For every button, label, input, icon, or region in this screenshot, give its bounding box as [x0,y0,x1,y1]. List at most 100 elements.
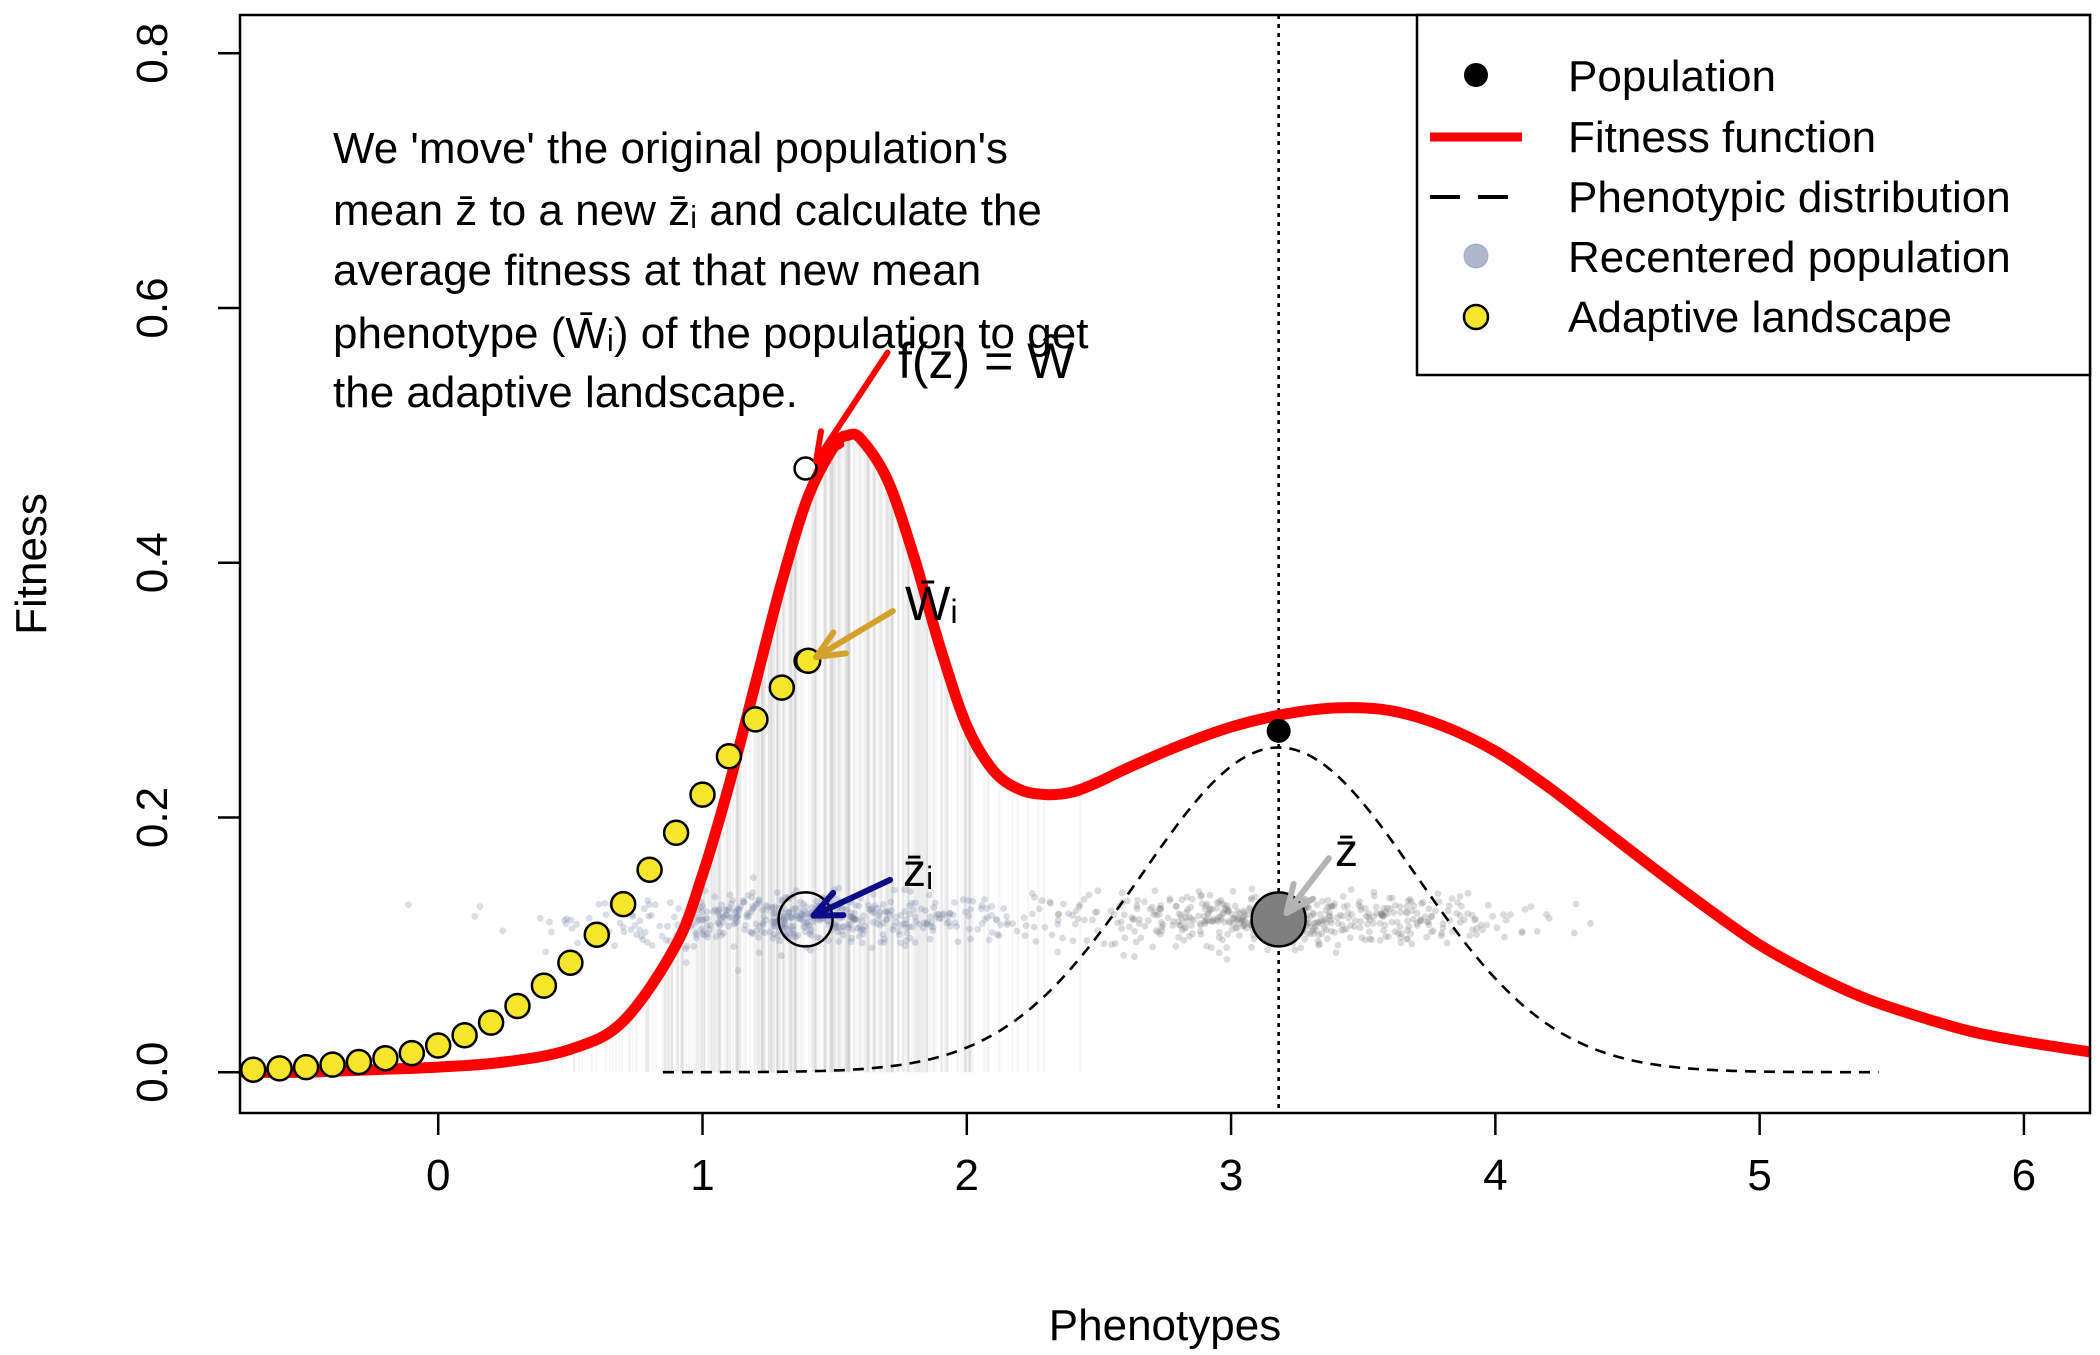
original-point [1370,892,1378,900]
recentered-point [840,923,847,931]
recentered-point [726,891,734,899]
recentered-point [808,931,815,939]
recentered-point [911,899,919,907]
original-point [1135,920,1143,927]
fitness-point-label: f(z) = Ŵ [898,333,1075,389]
original-point [1416,917,1424,925]
arrows-layer [810,349,1332,919]
original-point [1417,916,1425,923]
original-point [1120,951,1128,959]
recentered-point [785,908,793,916]
original-point [1169,921,1177,929]
adaptive-landscape-point [715,743,743,770]
original-point [1328,902,1336,910]
original-point [1403,908,1410,916]
recentered-point [717,914,725,922]
original-point [1493,924,1501,932]
recentered-point [404,901,412,909]
recentered-point [983,905,991,912]
original-point [1069,912,1076,919]
original-point [1188,922,1195,929]
recentered-point [832,921,840,929]
original-point [1358,934,1366,942]
recentered-point [887,898,895,906]
original-point [1331,928,1338,936]
original-point [1111,940,1119,947]
recentered-point [692,928,700,936]
original-point [1089,916,1096,924]
original-point [1133,905,1141,913]
original-point [1238,916,1246,923]
original-point [1297,944,1305,952]
original-point [1327,916,1335,924]
original-point [1330,902,1338,910]
original-point [1404,897,1412,905]
original-point [1213,899,1221,907]
recentered-point [929,927,937,934]
x-tick-label: 0 [426,1151,450,1200]
fitness-point-arrow-head [813,428,845,464]
original-point [1197,893,1205,900]
original-point [935,911,943,918]
recentered-point [718,901,726,909]
original-point [1235,914,1242,922]
recentered-point [798,912,805,919]
original-point [1410,915,1417,923]
original-point [1471,915,1479,923]
original-point [1248,894,1255,902]
original-point [1403,935,1411,943]
adaptive-landscape-point [636,856,663,883]
original-point [1456,912,1464,920]
recentered-point [720,929,727,937]
recentered-point [932,914,940,921]
phenotypic-distribution [662,746,1879,1074]
original-point [1130,915,1138,923]
original-point [1403,909,1411,917]
original-point [1240,921,1248,929]
original-point [1413,919,1421,927]
original-point [1428,913,1435,920]
original-point [1318,917,1325,924]
recentered-point [782,924,789,932]
recentered-point [930,904,938,911]
recentered-point [702,915,709,923]
recentered-point [730,943,738,950]
recentered-point-group [404,874,1165,974]
recentered-point [788,913,796,921]
recentered-point [789,926,797,934]
original-point [1425,921,1433,929]
recentered-point [778,896,786,904]
original-point [1141,898,1148,906]
recentered-point [875,911,883,919]
recentered-point [897,921,905,929]
recentered-point [641,928,649,936]
original-point [1464,910,1471,918]
recentered-point [883,916,891,923]
recentered-point [869,909,876,916]
recentered-point [718,931,725,939]
original-point [1501,933,1508,941]
recentered-point [733,905,740,913]
recentered-point [981,916,989,923]
recentered-point [808,904,816,912]
fitness-point-arrow [813,349,891,464]
original-point [1188,895,1196,903]
original-point [1333,914,1341,921]
recentered-point [761,929,769,937]
original-point [1366,916,1374,924]
original-point [1252,893,1259,901]
recentered-point [759,921,767,929]
recentered-point [886,910,893,918]
recentered-point [770,915,778,922]
original-point [1456,919,1464,926]
recentered-point [759,906,766,914]
recentered-point [715,907,723,915]
adaptive-landscape-point [292,1053,320,1081]
original-point [1428,913,1435,920]
original-point [1355,901,1362,909]
original-point [1458,902,1465,910]
recentered-point [716,921,724,929]
recentered-point [789,905,797,913]
recentered-point [995,932,1003,939]
recentered-point [925,891,933,899]
